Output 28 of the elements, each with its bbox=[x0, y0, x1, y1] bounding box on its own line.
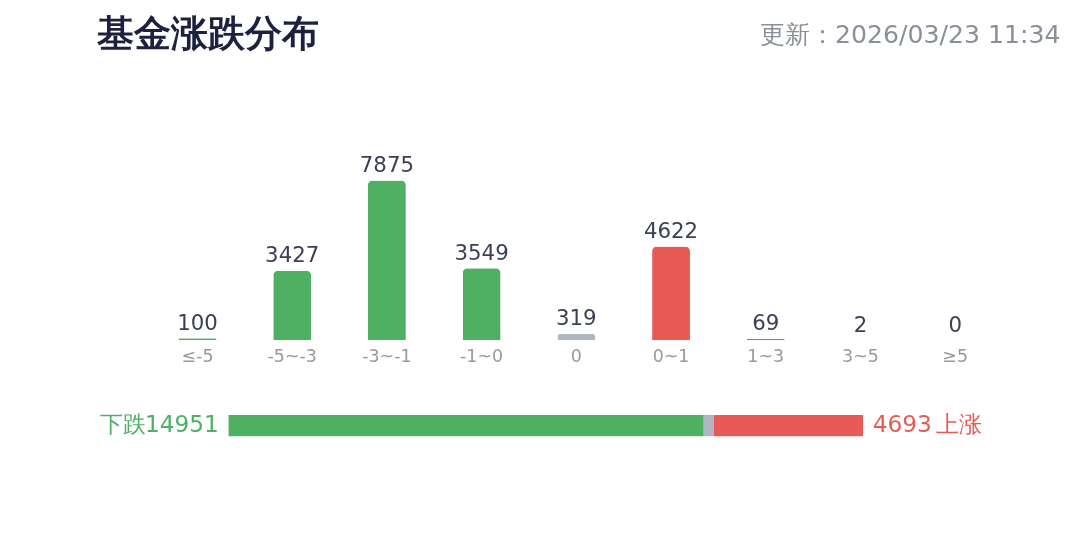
data-label: 0 bbox=[948, 311, 962, 337]
x-tick-label: -1~0 bbox=[460, 346, 504, 367]
x-tick-label: 0 bbox=[570, 346, 582, 367]
text: 上涨 bbox=[935, 410, 982, 438]
data-label: 69 bbox=[752, 310, 780, 336]
x-tick-label: -3~-1 bbox=[362, 346, 412, 367]
data-label: 4622 bbox=[643, 217, 699, 243]
x-tick-label: 1~3 bbox=[747, 346, 785, 367]
bar bbox=[367, 180, 406, 341]
x-tick-label: -5~-3 bbox=[267, 346, 317, 367]
data-label: 3549 bbox=[454, 239, 509, 265]
data-label: 4693 bbox=[872, 410, 932, 438]
text: 下跌 bbox=[100, 410, 147, 438]
data-label: 14951 bbox=[144, 410, 219, 438]
data-label: 3427 bbox=[265, 242, 320, 268]
x-tick-label: ≥5 bbox=[942, 346, 968, 367]
x-tick-label: 3~5 bbox=[842, 346, 879, 367]
bar bbox=[652, 246, 690, 341]
data-label: 319 bbox=[555, 305, 597, 331]
x-tick-label: 0~1 bbox=[652, 346, 690, 367]
chart-title: 基金涨跌分布 bbox=[95, 11, 319, 55]
bar bbox=[462, 268, 501, 341]
x-tick-label: ≤-5 bbox=[181, 346, 214, 367]
data-label: 100 bbox=[177, 309, 218, 335]
text: 更新：2026/03/23 11:34 bbox=[759, 19, 1061, 49]
bar bbox=[273, 270, 312, 341]
data-label: 2 bbox=[853, 311, 868, 337]
data-label: 7875 bbox=[359, 151, 415, 177]
